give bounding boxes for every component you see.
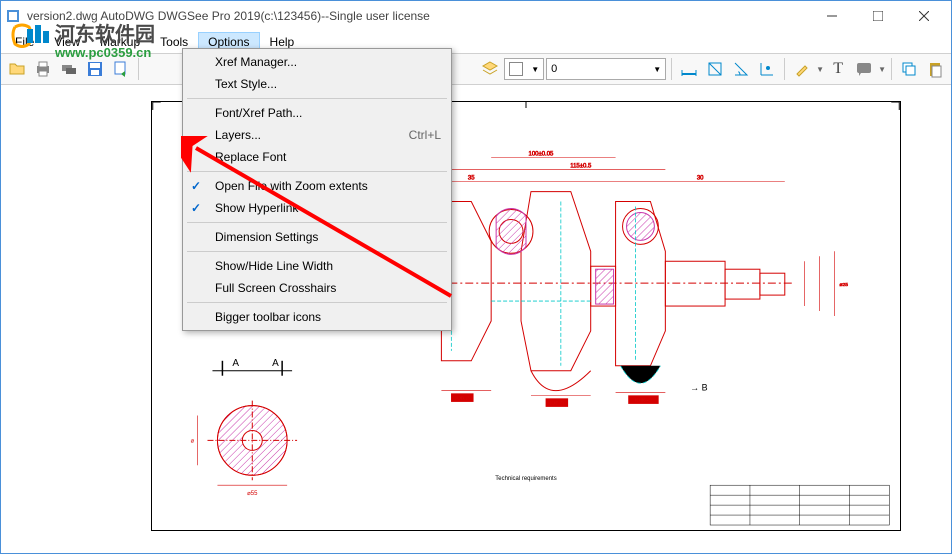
svg-text:A: A	[272, 358, 279, 369]
svg-text:0.005 A: 0.005 A	[635, 398, 653, 404]
menuitem-dimension-settings[interactable]: Dimension Settings	[185, 226, 449, 248]
check-icon: ✓	[191, 201, 201, 215]
export-button[interactable]	[109, 57, 133, 81]
menuitem-label: Dimension Settings	[215, 230, 318, 244]
svg-text:35: 35	[468, 176, 475, 182]
menu-separator	[187, 222, 447, 223]
menuitem-label: Replace Font	[215, 150, 286, 164]
menuitem-layers-[interactable]: Layers... Ctrl+L	[185, 124, 449, 146]
menuitem-full-screen-crosshairs[interactable]: Full Screen Crosshairs	[185, 277, 449, 299]
menu-separator	[187, 171, 447, 172]
app-icon	[5, 8, 21, 24]
svg-text:100±0.05: 100±0.05	[529, 152, 555, 158]
menuitem-xref-manager-[interactable]: Xref Manager...	[185, 51, 449, 73]
minimize-button[interactable]	[809, 1, 855, 31]
svg-text:⌀25: ⌀25	[840, 282, 849, 288]
menu-view[interactable]: View	[44, 32, 90, 52]
menu-separator	[187, 98, 447, 99]
svg-text:A: A	[232, 358, 239, 369]
menuitem-show-hyperlink[interactable]: ✓ Show Hyperlink	[185, 197, 449, 219]
menuitem-open-file-with-zoom-extents[interactable]: ✓ Open File with Zoom extents	[185, 175, 449, 197]
options-dropdown: Xref Manager... Text Style... Font/Xref Pa…	[182, 48, 452, 331]
comment-icon[interactable]	[852, 57, 876, 81]
svg-text:Technical requirements: Technical requirements	[495, 476, 556, 482]
close-button[interactable]	[901, 1, 947, 31]
svg-text:30: 30	[697, 176, 704, 182]
print-button[interactable]	[31, 57, 55, 81]
title-bar: version2.dwg AutoDWG DWGSee Pro 2019(c:\…	[1, 1, 951, 31]
copy-icon[interactable]	[897, 57, 921, 81]
svg-text:0.01 A: 0.01 A	[455, 396, 470, 402]
svg-text:⌀: ⌀	[191, 438, 195, 444]
color-combo[interactable]: ▼	[504, 58, 544, 80]
angle-icon[interactable]	[729, 57, 753, 81]
svg-text:⌀55: ⌀55	[247, 491, 258, 497]
menuitem-replace-font[interactable]: Replace Font	[185, 146, 449, 168]
area-icon[interactable]	[703, 57, 727, 81]
svg-text:→ B: → B	[690, 383, 707, 393]
menuitem-font-xref-path-[interactable]: Font/Xref Path...	[185, 102, 449, 124]
menuitem-label: Bigger toolbar icons	[215, 310, 321, 324]
menuitem-bigger-toolbar-icons[interactable]: Bigger toolbar icons	[185, 306, 449, 328]
check-icon: ✓	[191, 179, 201, 193]
menu-markup[interactable]: Markup	[90, 32, 150, 52]
svg-text:115±0.5: 115±0.5	[570, 164, 592, 170]
measure-icon[interactable]	[677, 57, 701, 81]
canvas-area[interactable]: 100±0.05 115±0.5 20 35 30 ⌀25 0.01 A 0.0…	[1, 85, 951, 553]
menu-file[interactable]: File	[5, 32, 44, 52]
layer-value: 0	[551, 63, 557, 75]
menuitem-label: Show/Hide Line Width	[215, 259, 333, 273]
menuitem-label: Xref Manager...	[215, 55, 297, 69]
open-button[interactable]	[5, 57, 29, 81]
layers-icon[interactable]	[478, 57, 502, 81]
menuitem-text-style-[interactable]: Text Style...	[185, 73, 449, 95]
svg-text:0.01 A: 0.01 A	[550, 401, 565, 407]
menuitem-label: Show Hyperlink	[215, 201, 298, 215]
menuitem-label: Font/Xref Path...	[215, 106, 302, 120]
maximize-button[interactable]	[855, 1, 901, 31]
menu-separator	[187, 302, 447, 303]
menuitem-shortcut: Ctrl+L	[409, 128, 441, 142]
layer-combo[interactable]: 0▼	[546, 58, 666, 80]
menu-separator	[187, 251, 447, 252]
menuitem-label: Text Style...	[215, 77, 277, 91]
menuitem-show-hide-line-width[interactable]: Show/Hide Line Width	[185, 255, 449, 277]
coord-icon[interactable]	[755, 57, 779, 81]
window-title: version2.dwg AutoDWG DWGSee Pro 2019(c:\…	[27, 9, 809, 23]
text-tool-icon[interactable]: T	[826, 57, 850, 81]
main-toolbar: ▼ 0▼ ▼ T ▼	[1, 53, 951, 85]
menu-bar: FileViewMarkupToolsOptionsHelp	[1, 31, 951, 53]
menuitem-label: Open File with Zoom extents	[215, 179, 368, 193]
menuitem-label: Full Screen Crosshairs	[215, 281, 336, 295]
paste-icon[interactable]	[923, 57, 947, 81]
menuitem-label: Layers...	[215, 128, 261, 142]
save-button[interactable]	[83, 57, 107, 81]
highlight-icon[interactable]	[790, 57, 814, 81]
batch-print-button[interactable]	[57, 57, 81, 81]
